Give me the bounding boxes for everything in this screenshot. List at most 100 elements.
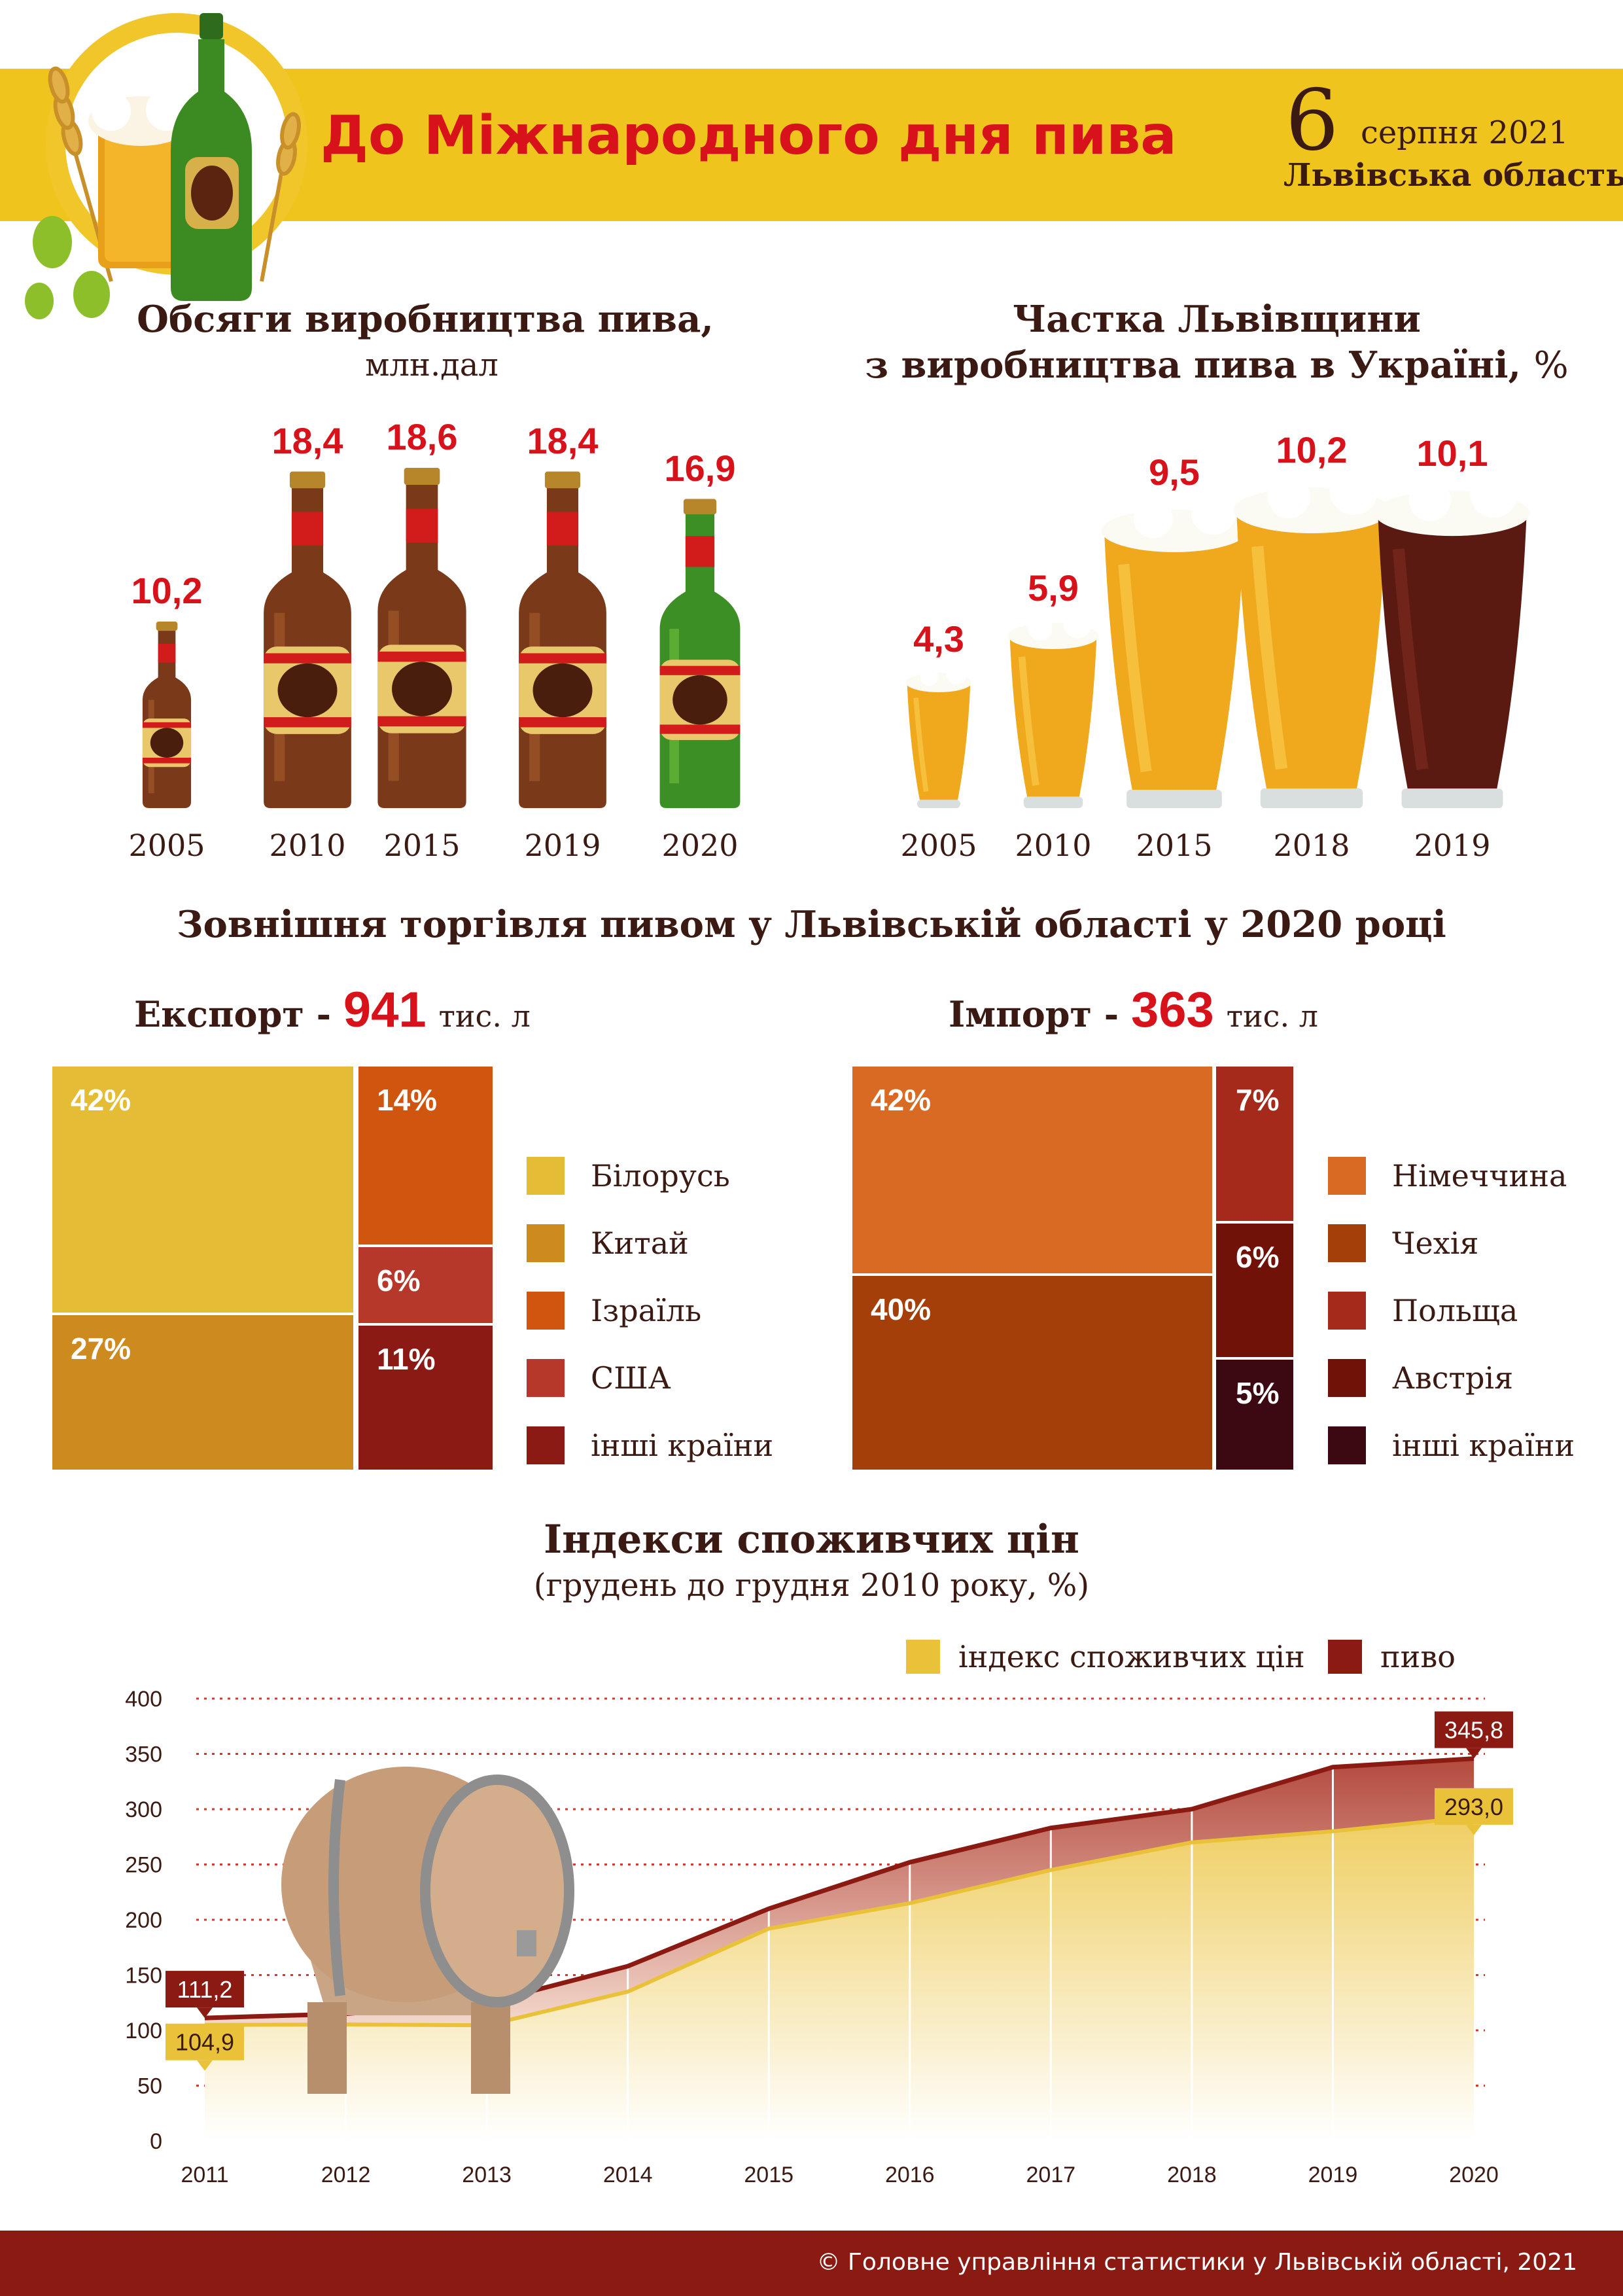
export-tile-belarus: 42%: [52, 1067, 353, 1313]
bottle-mark: [659, 499, 741, 808]
cpi-legend-item-cpi: індекс споживчих цін: [906, 1639, 1305, 1674]
cpi-y-tick: 350: [125, 1742, 162, 1767]
export-legend-swatch: [527, 1292, 565, 1330]
export-unit: тис. л: [438, 998, 531, 1034]
cpi-series-line: [204, 1814, 1475, 2028]
cpi-area: [205, 1816, 1474, 2141]
import-legend-label: Чехія: [1392, 1226, 1479, 1261]
cpi-y-tick: 50: [137, 2074, 162, 2099]
share-year-label: 2019: [1414, 828, 1491, 863]
barrel-icon: [281, 1767, 574, 2094]
export-legend-label: США: [591, 1360, 671, 1396]
share-title-line1: Частка Львівщини: [1013, 298, 1421, 341]
cpi-subtitle: (грудень до грудня 2010 року, %): [533, 1567, 1090, 1604]
export-legend-label: Ізраїль: [591, 1293, 702, 1328]
import-tile-czechia: 40%: [852, 1276, 1212, 1470]
svg-text:293,0: 293,0: [1444, 1793, 1503, 1820]
share-year-label: 2018: [1273, 828, 1350, 863]
share-value-label: 4,3: [913, 618, 964, 660]
import-legend-item: Чехія: [1328, 1224, 1478, 1262]
export-legend-label: інші країни: [591, 1428, 774, 1463]
import-value: 363: [1130, 982, 1214, 1038]
import-tile-label: 40%: [871, 1292, 932, 1326]
share-unit: %: [1533, 344, 1569, 387]
import-legend-label: Польща: [1392, 1293, 1518, 1328]
beer-area: [205, 1758, 1474, 2026]
cpi-y-tick: 0: [150, 2129, 162, 2154]
bottle-mark: [142, 621, 192, 808]
export-tile-israel: 14%: [358, 1067, 493, 1245]
beer-end-annotation: 345,8: [1435, 1711, 1513, 1759]
beer-legend-label: пиво: [1380, 1639, 1456, 1674]
page-title: До Міжнародного дня пива: [321, 105, 1177, 167]
export-legend-item: Ізраїль: [527, 1292, 701, 1330]
export-tile-label: 6%: [377, 1263, 421, 1298]
export-legend-swatch: [527, 1426, 565, 1464]
export-legend-swatch: [527, 1359, 565, 1397]
import-legend-swatch: [1328, 1224, 1366, 1262]
import-tile-austria: 6%: [1216, 1224, 1293, 1357]
cpi-y-tick: 150: [125, 1964, 162, 1988]
region-name: Львівська область: [1283, 157, 1623, 194]
export-tile-china: 27%: [52, 1315, 353, 1470]
beer-mug-icon: [88, 89, 248, 268]
import-legend-item: Німеччина: [1328, 1157, 1567, 1195]
import-legend-swatch: [1328, 1426, 1366, 1464]
import-tile-poland: 7%: [1216, 1067, 1293, 1221]
import-legend-item: Польща: [1328, 1292, 1518, 1330]
export-legend-label: Білорусь: [591, 1158, 730, 1193]
header-illustration: [25, 13, 307, 319]
production-year-label: 2020: [661, 828, 739, 863]
bottle-mark: [519, 471, 606, 808]
import-legend-item: інші країни: [1328, 1426, 1575, 1464]
export-legend-item: Китай: [527, 1224, 689, 1262]
cpi-x-tick: 2018: [1167, 2163, 1217, 2187]
export-legend-item: інші країни: [527, 1426, 773, 1464]
bottle-mark: [264, 471, 351, 808]
beer-legend-swatch: [1328, 1640, 1362, 1674]
export-tile-other: 11%: [358, 1326, 493, 1470]
cpi-chart: 0 50 100 150 200 250 300 350 400 2011 2012 2013 2014…: [125, 1687, 1513, 2187]
share-title-line2: з виробництва пива в Україні, %: [837, 344, 1596, 387]
glass-mark: [905, 664, 972, 808]
cpi-y-tick: 400: [125, 1687, 162, 1712]
share-glasses: [905, 467, 1530, 808]
bottle-mark: [377, 468, 466, 808]
production-year-label: 2019: [524, 828, 601, 863]
export-heading: Експорт - 941 тис. л: [134, 981, 531, 1038]
export-tile-label: 11%: [377, 1342, 436, 1376]
svg-text:345,8: 345,8: [1444, 1717, 1503, 1744]
cpi-x-tick: 2017: [1026, 2163, 1076, 2187]
import-legend-label: Австрія: [1392, 1360, 1514, 1396]
production-value-label: 16,9: [664, 447, 736, 489]
production-year-label: 2015: [383, 828, 461, 863]
production-value-label: 18,4: [271, 419, 343, 461]
cpi-y-tick: 100: [125, 2019, 162, 2043]
import-tile-label: 6%: [1236, 1240, 1280, 1274]
glass-mark: [1233, 467, 1390, 808]
beer-start-annotation: 111,2: [166, 1971, 244, 2019]
cpi-x-tick: 2020: [1449, 2163, 1499, 2187]
cpi-x-tick: 2014: [603, 2163, 653, 2187]
import-tile-label: 7%: [1236, 1083, 1280, 1117]
import-tile-other: 5%: [1216, 1360, 1293, 1470]
export-tile-label: 42%: [71, 1083, 131, 1117]
cpi-x-tick: 2012: [321, 2163, 371, 2187]
share-value-label: 10,2: [1276, 429, 1348, 470]
share-year-label: 2010: [1015, 828, 1092, 863]
import-tile-germany: 42%: [852, 1067, 1212, 1273]
cpi-legend-label: індекс споживчих цін: [958, 1639, 1305, 1674]
production-value-label: 18,6: [386, 416, 458, 457]
cpi-x-tick: 2013: [462, 2163, 512, 2187]
production-value-label: 18,4: [527, 419, 599, 461]
share-year-label: 2005: [900, 828, 977, 863]
export-legend-swatch: [527, 1157, 565, 1195]
share-value-label: 5,9: [1028, 567, 1079, 609]
cpi-legend-item-beer: пиво: [1328, 1639, 1456, 1674]
import-unit: тис. л: [1226, 998, 1318, 1034]
trade-title: Зовнішня торгівля пивом у Львівській обл…: [177, 903, 1446, 946]
date-day: 6: [1285, 72, 1339, 169]
export-legend-item: Білорусь: [527, 1157, 730, 1195]
wheat-icon: [48, 66, 301, 282]
import-legend-swatch: [1328, 1157, 1366, 1195]
